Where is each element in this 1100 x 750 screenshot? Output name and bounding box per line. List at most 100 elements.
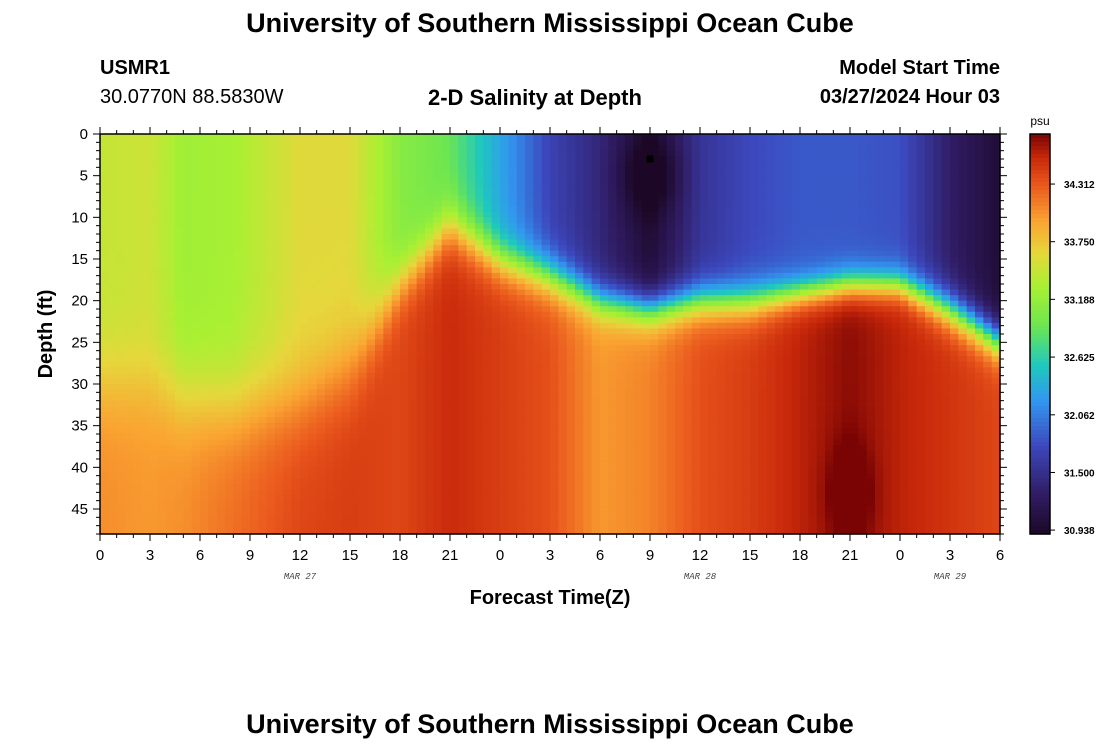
heatmap-cell <box>266 395 276 402</box>
heatmap-cell <box>258 461 268 468</box>
heatmap-cell <box>500 256 509 263</box>
heatmap-cell <box>408 317 418 324</box>
heatmap-cell <box>633 384 643 391</box>
heatmap-cell <box>233 489 243 496</box>
heatmap-cell <box>616 300 626 307</box>
heatmap-cell <box>125 289 134 296</box>
heatmap-cell <box>266 156 276 163</box>
heatmap-cell <box>291 256 301 263</box>
heatmap-cell <box>116 456 126 463</box>
heatmap-cell <box>550 156 559 163</box>
heatmap-cell <box>233 211 243 218</box>
heatmap-cell <box>350 495 359 502</box>
heatmap-cell <box>300 445 309 452</box>
heatmap-cell <box>525 522 534 530</box>
heatmap-cell <box>200 445 209 452</box>
heatmap-cell <box>166 139 176 146</box>
heatmap-cell <box>641 284 651 291</box>
heatmap-cell <box>491 261 501 268</box>
heatmap-cell <box>583 528 593 535</box>
heatmap-cell <box>250 300 259 307</box>
heatmap-cell <box>516 167 526 174</box>
heatmap-cell <box>641 422 651 430</box>
heatmap-cell <box>650 300 659 307</box>
heatmap-cell <box>375 289 384 296</box>
heatmap-cell <box>541 178 551 185</box>
heatmap-cell <box>158 200 168 207</box>
heatmap-cell <box>475 489 484 496</box>
heatmap-cell <box>575 145 584 152</box>
heatmap-cell <box>208 378 218 385</box>
heatmap-cell <box>100 334 109 341</box>
heatmap-cell <box>583 217 593 224</box>
heatmap-cell <box>583 322 593 330</box>
heatmap-cell <box>658 184 668 191</box>
heatmap-cell <box>375 184 384 191</box>
heatmap-cell <box>358 384 368 391</box>
heatmap-cell <box>250 228 259 235</box>
heatmap-cell <box>525 328 534 335</box>
heatmap-cell <box>341 300 351 307</box>
heatmap-cell <box>333 167 343 174</box>
heatmap-cell <box>525 350 534 357</box>
heatmap-cell <box>541 217 551 224</box>
heatmap-cell <box>408 300 418 307</box>
heatmap-cell <box>550 500 559 507</box>
heatmap-cell <box>275 384 284 391</box>
heatmap-cell <box>133 345 143 352</box>
heatmap-cell <box>183 139 193 146</box>
heatmap-cell <box>558 389 568 396</box>
heatmap-cell <box>633 339 643 346</box>
heatmap-cell <box>425 289 434 296</box>
heatmap-cell <box>183 367 193 374</box>
heatmap-cell <box>133 350 143 357</box>
heatmap-cell <box>533 445 543 452</box>
heatmap-cell <box>475 372 484 380</box>
heatmap-cell <box>508 350 518 357</box>
heatmap-cell <box>233 239 243 246</box>
heatmap-cell <box>675 206 684 213</box>
heatmap-cell <box>216 184 226 191</box>
heatmap-cell <box>275 284 284 291</box>
heatmap-cell <box>183 400 193 407</box>
heatmap-cell <box>341 361 351 368</box>
heatmap-cell <box>141 234 151 241</box>
heatmap-cell <box>258 367 268 374</box>
heatmap-cell <box>533 322 543 330</box>
heatmap-cell <box>608 161 618 168</box>
heatmap-cell <box>158 339 168 346</box>
heatmap-cell <box>550 511 559 518</box>
heatmap-cell <box>350 461 359 468</box>
heatmap-cell <box>650 361 659 368</box>
heatmap-cell <box>591 222 601 230</box>
heatmap-cell <box>308 356 318 363</box>
heatmap-cell <box>316 422 326 430</box>
heatmap-cell <box>100 195 109 202</box>
heatmap-cell <box>608 517 618 524</box>
heatmap-cell <box>650 384 659 391</box>
heatmap-cell <box>191 428 201 435</box>
heatmap-cell <box>141 334 151 341</box>
heatmap-cell <box>158 150 168 157</box>
heatmap-cell <box>533 184 543 191</box>
heatmap-cell <box>158 222 168 230</box>
heatmap-cell <box>483 139 493 146</box>
heatmap-cell <box>175 450 184 457</box>
heatmap-cell <box>366 400 376 407</box>
heatmap-cell <box>608 239 618 246</box>
heatmap-cell <box>175 200 184 207</box>
heatmap-cell <box>658 422 668 430</box>
heatmap-cell <box>433 189 443 196</box>
heatmap-cell <box>458 461 468 468</box>
heatmap-cell <box>275 467 284 474</box>
heatmap-cell <box>300 150 309 157</box>
heatmap-cell <box>650 500 659 507</box>
heatmap-cell <box>633 145 643 152</box>
heatmap-cell <box>608 456 618 463</box>
heatmap-cell <box>233 506 243 513</box>
heatmap-cell <box>408 422 418 430</box>
heatmap-cell <box>616 450 626 457</box>
heatmap-cell <box>100 261 109 268</box>
heatmap-cell <box>650 406 659 413</box>
heatmap-cell <box>383 217 393 224</box>
